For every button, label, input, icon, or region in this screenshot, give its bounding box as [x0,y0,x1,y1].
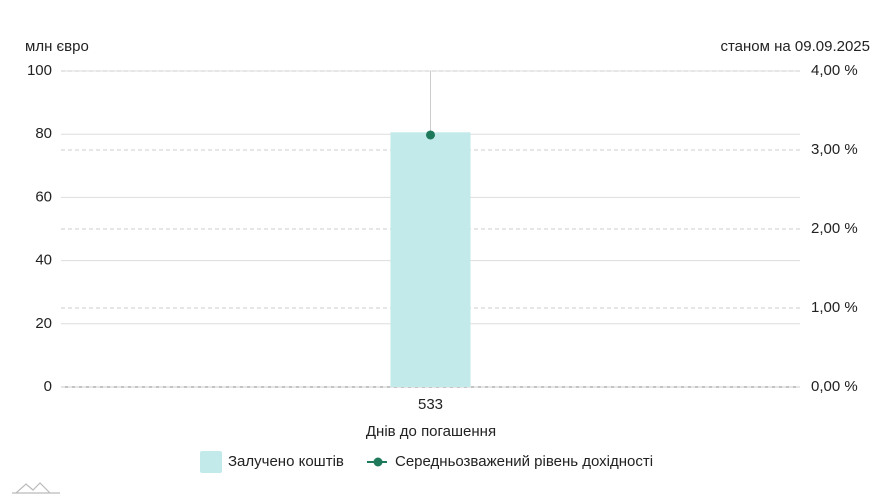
logo [12,482,60,494]
y2-tick-label: 1,00 % [811,299,858,316]
x-axis-label: Днів до погашення [366,423,496,440]
y2-tick-label: 4,00 % [811,62,858,79]
y-tick-label: 40 [35,252,52,269]
y-tick-label: 80 [35,125,52,142]
subtitle: станом на 09.09.2025 [720,38,870,55]
legend-swatch [200,451,222,473]
legend-label: Залучено коштів [228,453,344,470]
y-tick-label: 100 [27,62,52,79]
y2-tick-label: 3,00 % [811,141,858,158]
line-point [426,130,435,140]
y-tick-label: 0 [44,378,52,395]
y-tick-label: 60 [35,188,52,205]
y2-tick-label: 0,00 % [811,378,858,395]
y2-tick-label: 2,00 % [811,220,858,237]
y-axis-label: млн євро [25,38,89,55]
bar [390,132,471,387]
legend-swatch [373,457,383,467]
legend-label: Середньозважений рівень дохідності [395,453,653,470]
x-tick-label: 533 [418,396,443,413]
y-tick-label: 20 [35,315,52,332]
